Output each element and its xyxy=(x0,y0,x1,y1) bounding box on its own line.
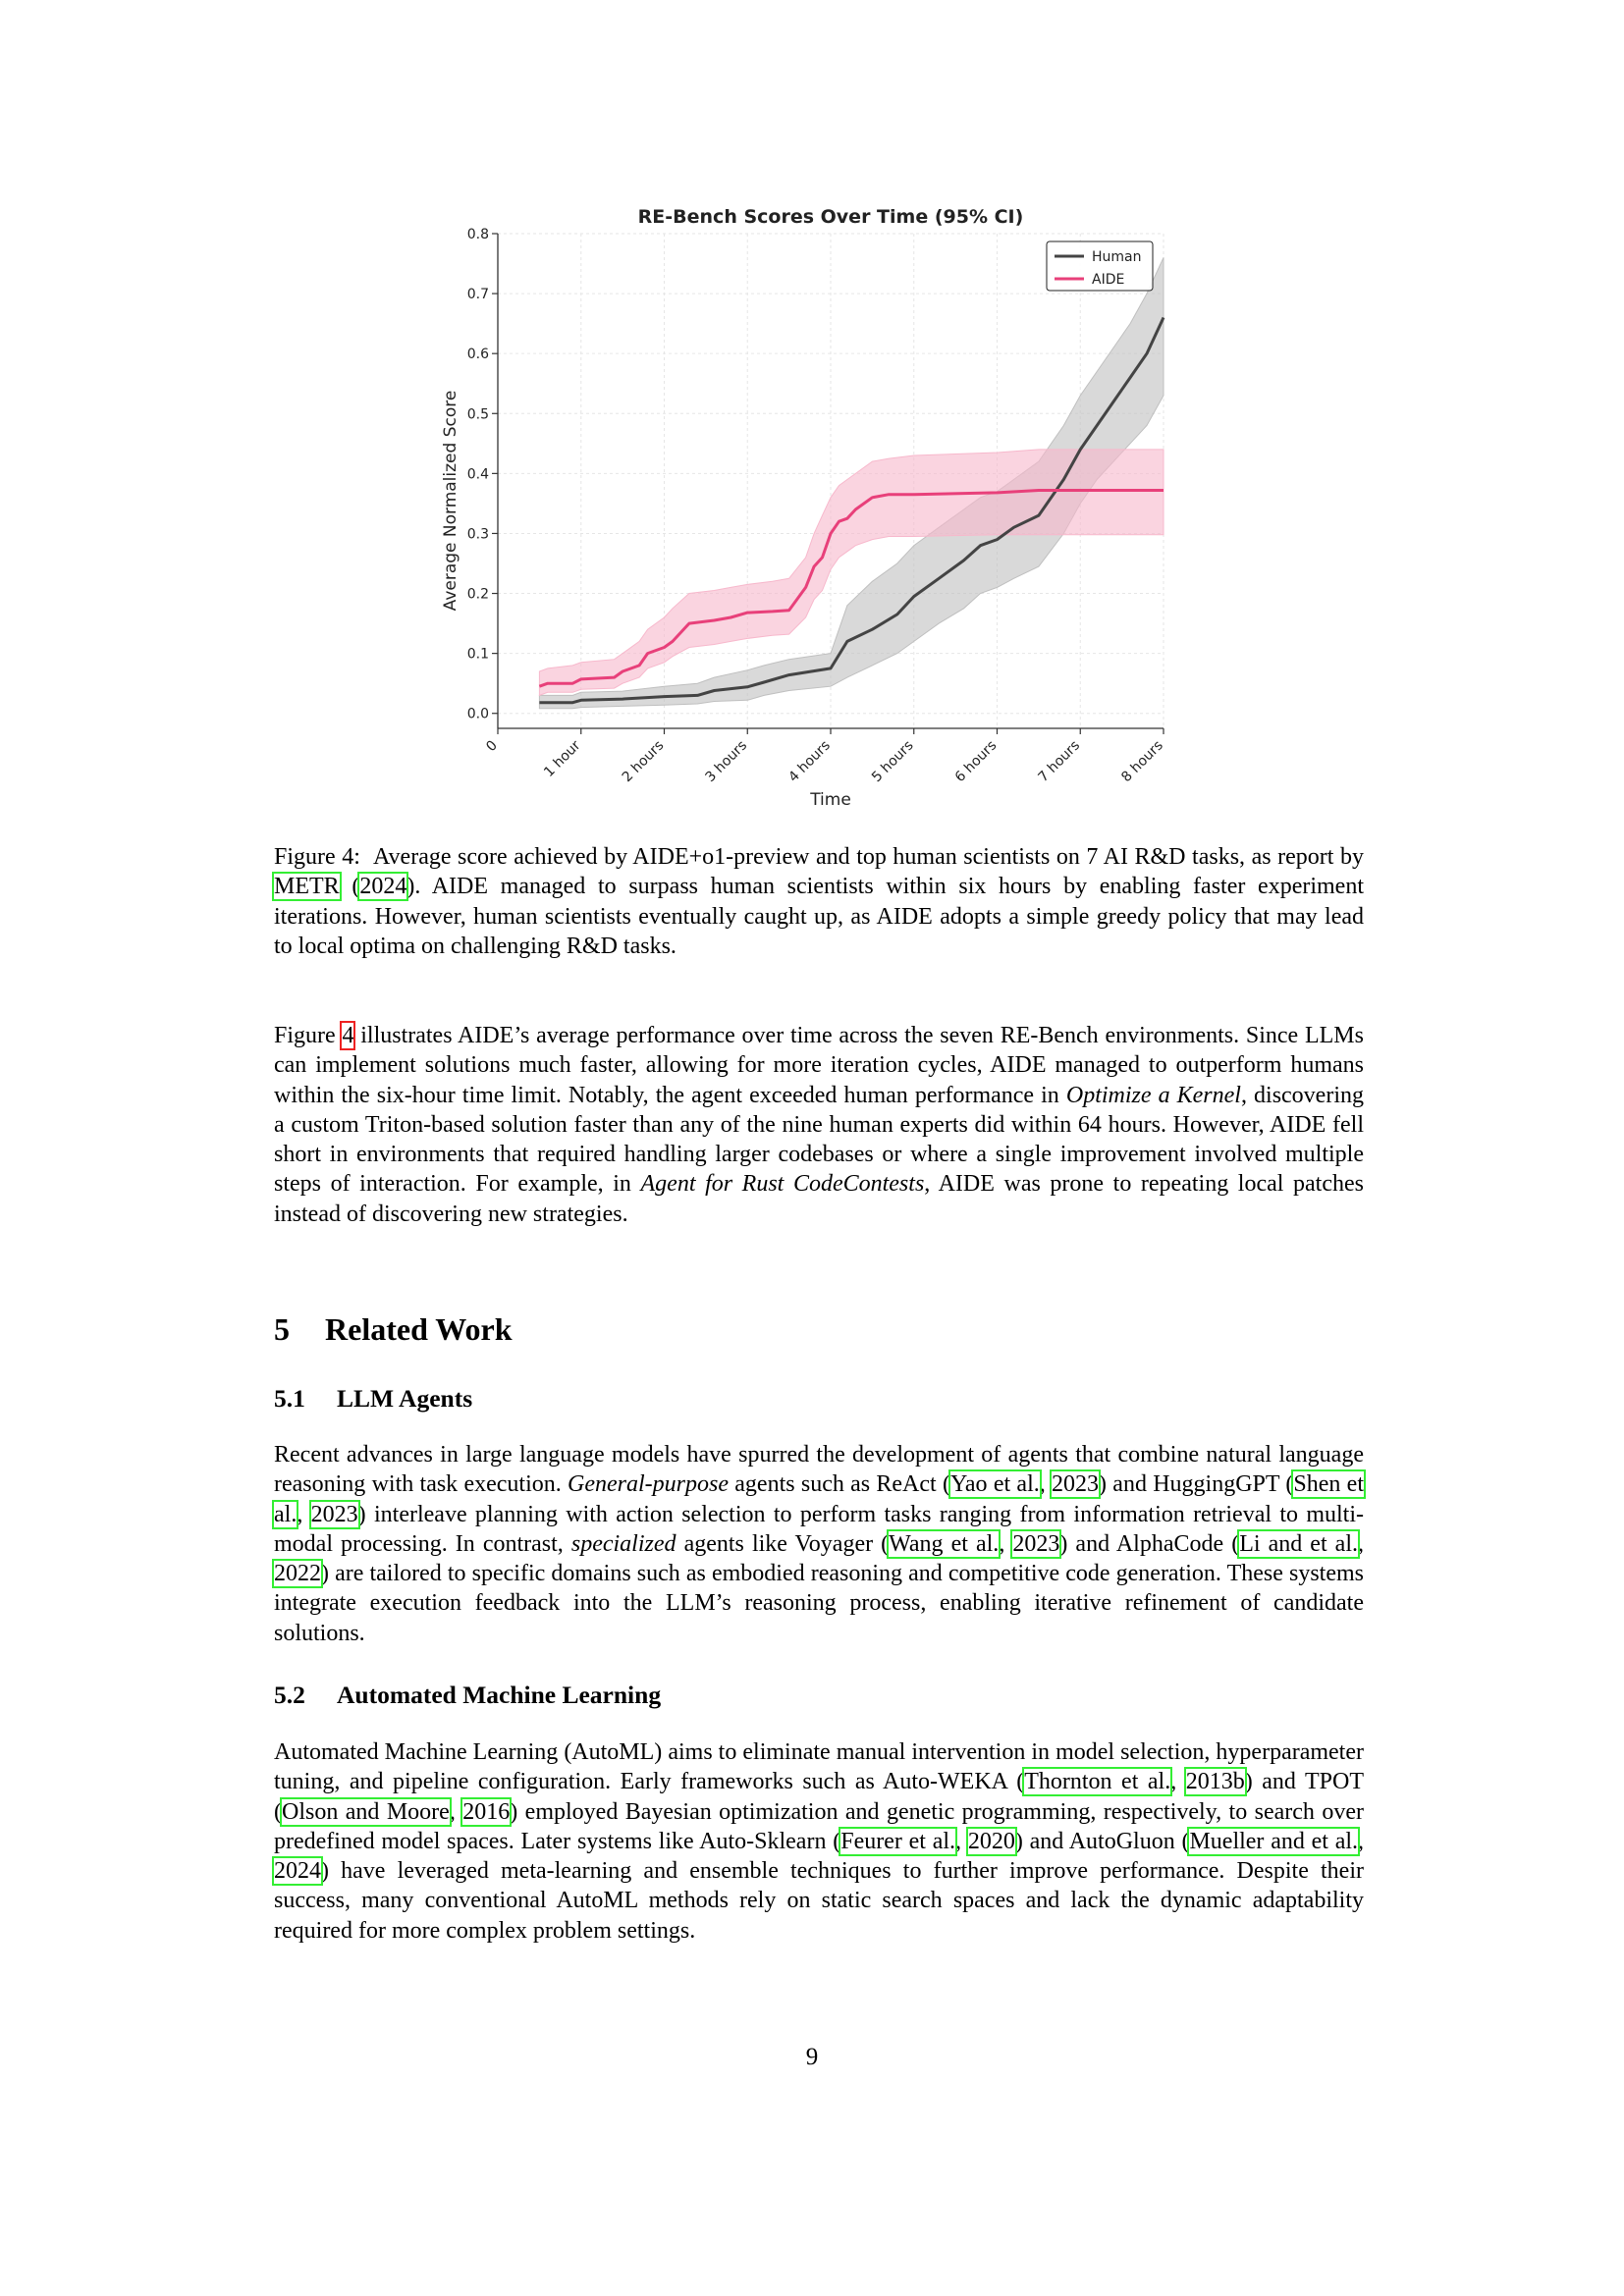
caption-text: ( xyxy=(339,874,360,900)
figure-link[interactable]: 4 xyxy=(340,1021,356,1050)
emphasis: specialized xyxy=(570,1530,677,1557)
subsection-heading: 5.1 LLM Agents xyxy=(274,1384,472,1414)
text: agents such as ReAct ( xyxy=(729,1471,950,1498)
text: ) and TPOT ( xyxy=(274,1769,1365,1825)
x-tick-label: 7 hours xyxy=(1035,738,1083,786)
confidence-bands xyxy=(538,257,1164,710)
y-tick-label: 0.4 xyxy=(467,466,489,482)
y-tick-label: 0.7 xyxy=(467,287,489,302)
paragraph: Recent advances in large language models… xyxy=(272,1440,1366,1648)
section-heading: 5 Related Work xyxy=(274,1311,513,1348)
citation-link[interactable]: 2024 xyxy=(357,872,409,902)
text: , discovering a custom Triton-based solu… xyxy=(274,1082,1364,1198)
subsection-title: Automated Machine Learning xyxy=(337,1681,662,1709)
chart-legend: Human AIDE xyxy=(1046,240,1154,292)
x-tick-label: 1 hour xyxy=(541,737,584,780)
y-tick-label: 0.0 xyxy=(467,707,489,722)
text: agents like Voyager ( xyxy=(676,1530,890,1557)
text: illustrates AIDE’s average performance o… xyxy=(274,1023,1364,1108)
legend-label-aide: AIDE xyxy=(1092,272,1124,288)
x-tick-label: 0 xyxy=(483,738,501,756)
text: ) and AlphaCode ( xyxy=(1059,1530,1240,1557)
x-tick-label: 4 hours xyxy=(785,738,834,786)
text: Figure xyxy=(274,1023,343,1048)
series-line-human xyxy=(539,316,1165,705)
citation-link[interactable]: Mueller and et al. xyxy=(1187,1826,1361,1856)
text: , AIDE was prone to repeating local patc… xyxy=(274,1171,1364,1227)
citation-link[interactable]: 2023 xyxy=(1010,1528,1062,1559)
citation-link[interactable]: Li and et al. xyxy=(1237,1528,1360,1559)
ci-band-aide xyxy=(538,449,1164,697)
task-name: Agent for Rust CodeContests xyxy=(640,1171,925,1198)
y-tick-label: 0.5 xyxy=(467,406,489,422)
text: ) are tailored to specific domains such … xyxy=(274,1561,1364,1646)
caption-text: Average score achieved by AIDE+o1-previe… xyxy=(373,844,1365,870)
x-tick-label: 5 hours xyxy=(869,738,917,786)
citation-link[interactable]: 2023 xyxy=(1050,1469,1102,1500)
subsection-heading: 5.2 Automated Machine Learning xyxy=(274,1681,661,1710)
section-number: 5 xyxy=(274,1311,290,1347)
x-tick-label: 8 hours xyxy=(1118,738,1166,786)
citation-link[interactable]: Wang et al. xyxy=(887,1528,1001,1559)
citation-link[interactable]: 2013b xyxy=(1183,1767,1247,1797)
y-axis-label: Average Normalized Score xyxy=(441,391,460,612)
subsection-number: 5.1 xyxy=(274,1384,305,1413)
text: , xyxy=(1170,1769,1186,1795)
text: , xyxy=(955,1828,968,1854)
re-bench-chart: RE-Bench Scores Over Time (95% CI) 0.0 0.… xyxy=(441,206,1166,810)
text: , xyxy=(999,1530,1013,1557)
task-name: Optimize a Kernel xyxy=(1065,1082,1241,1108)
text: , xyxy=(449,1798,463,1825)
text: , xyxy=(1358,1828,1365,1854)
chart-axes xyxy=(492,233,1164,734)
citation-link[interactable]: Yao et al. xyxy=(947,1469,1042,1500)
caption-text: ). AIDE managed to surpass human scienti… xyxy=(274,874,1364,959)
subsection-title: LLM Agents xyxy=(337,1384,473,1413)
text: ) and HuggingGPT ( xyxy=(1099,1471,1294,1498)
text: Recent advances in large language models… xyxy=(274,1442,1364,1498)
citation-link[interactable]: METR xyxy=(272,872,342,902)
legend-label-human: Human xyxy=(1092,249,1142,265)
subsection-number: 5.2 xyxy=(274,1681,305,1709)
x-tick-label: 3 hours xyxy=(702,738,750,786)
text: , xyxy=(1039,1471,1053,1498)
y-tick-label: 0.6 xyxy=(467,347,489,362)
page-number: 9 xyxy=(805,2044,819,2070)
citation-link[interactable]: Olson and Moore xyxy=(280,1796,452,1827)
text: ) have leveraged meta-learning and ensem… xyxy=(274,1858,1364,1944)
text: ) and AutoGluon ( xyxy=(1014,1828,1190,1854)
series-lines xyxy=(538,316,1165,705)
citation-link[interactable]: 2020 xyxy=(965,1826,1017,1856)
citation-link[interactable]: 2023 xyxy=(308,1499,360,1529)
y-tick-label: 0.8 xyxy=(467,227,489,242)
text: , xyxy=(297,1501,311,1527)
x-tick-label: 6 hours xyxy=(952,738,1001,786)
text: , xyxy=(1358,1530,1364,1557)
text: ) employed Bayesian optimization and gen… xyxy=(274,1798,1365,1854)
citation-link[interactable]: 2016 xyxy=(460,1796,513,1827)
citation-link[interactable]: Shen et al. xyxy=(272,1469,1366,1529)
citation-link[interactable]: Thornton et al. xyxy=(1022,1767,1173,1797)
x-axis-label: Time xyxy=(809,790,851,810)
figure-caption: Figure 4: Average score achieved by AIDE… xyxy=(272,842,1365,961)
citation-link[interactable]: 2022 xyxy=(272,1559,323,1589)
x-tick-label: 2 hours xyxy=(620,738,668,786)
paragraph: Automated Machine Learning (AutoML) aims… xyxy=(272,1737,1365,1946)
chart-title: RE-Bench Scores Over Time (95% CI) xyxy=(638,206,1024,228)
citation-link[interactable]: 2024 xyxy=(272,1856,323,1887)
text: ) interleave planning with action select… xyxy=(274,1501,1365,1557)
paragraph: Figure 4 illustrates AIDE’s average perf… xyxy=(274,1021,1364,1229)
section-title: Related Work xyxy=(325,1311,513,1347)
y-tick-label: 0.1 xyxy=(467,647,489,663)
emphasis: General-purpose xyxy=(568,1471,729,1498)
y-tick-label: 0.3 xyxy=(467,526,489,542)
series-line-aide xyxy=(538,489,1164,688)
citation-link[interactable]: Feurer et al. xyxy=(839,1826,958,1856)
y-tick-label: 0.2 xyxy=(467,587,489,603)
caption-label: Figure 4: xyxy=(274,844,360,870)
text: Automated Machine Learning (AutoML) aims… xyxy=(274,1739,1364,1795)
